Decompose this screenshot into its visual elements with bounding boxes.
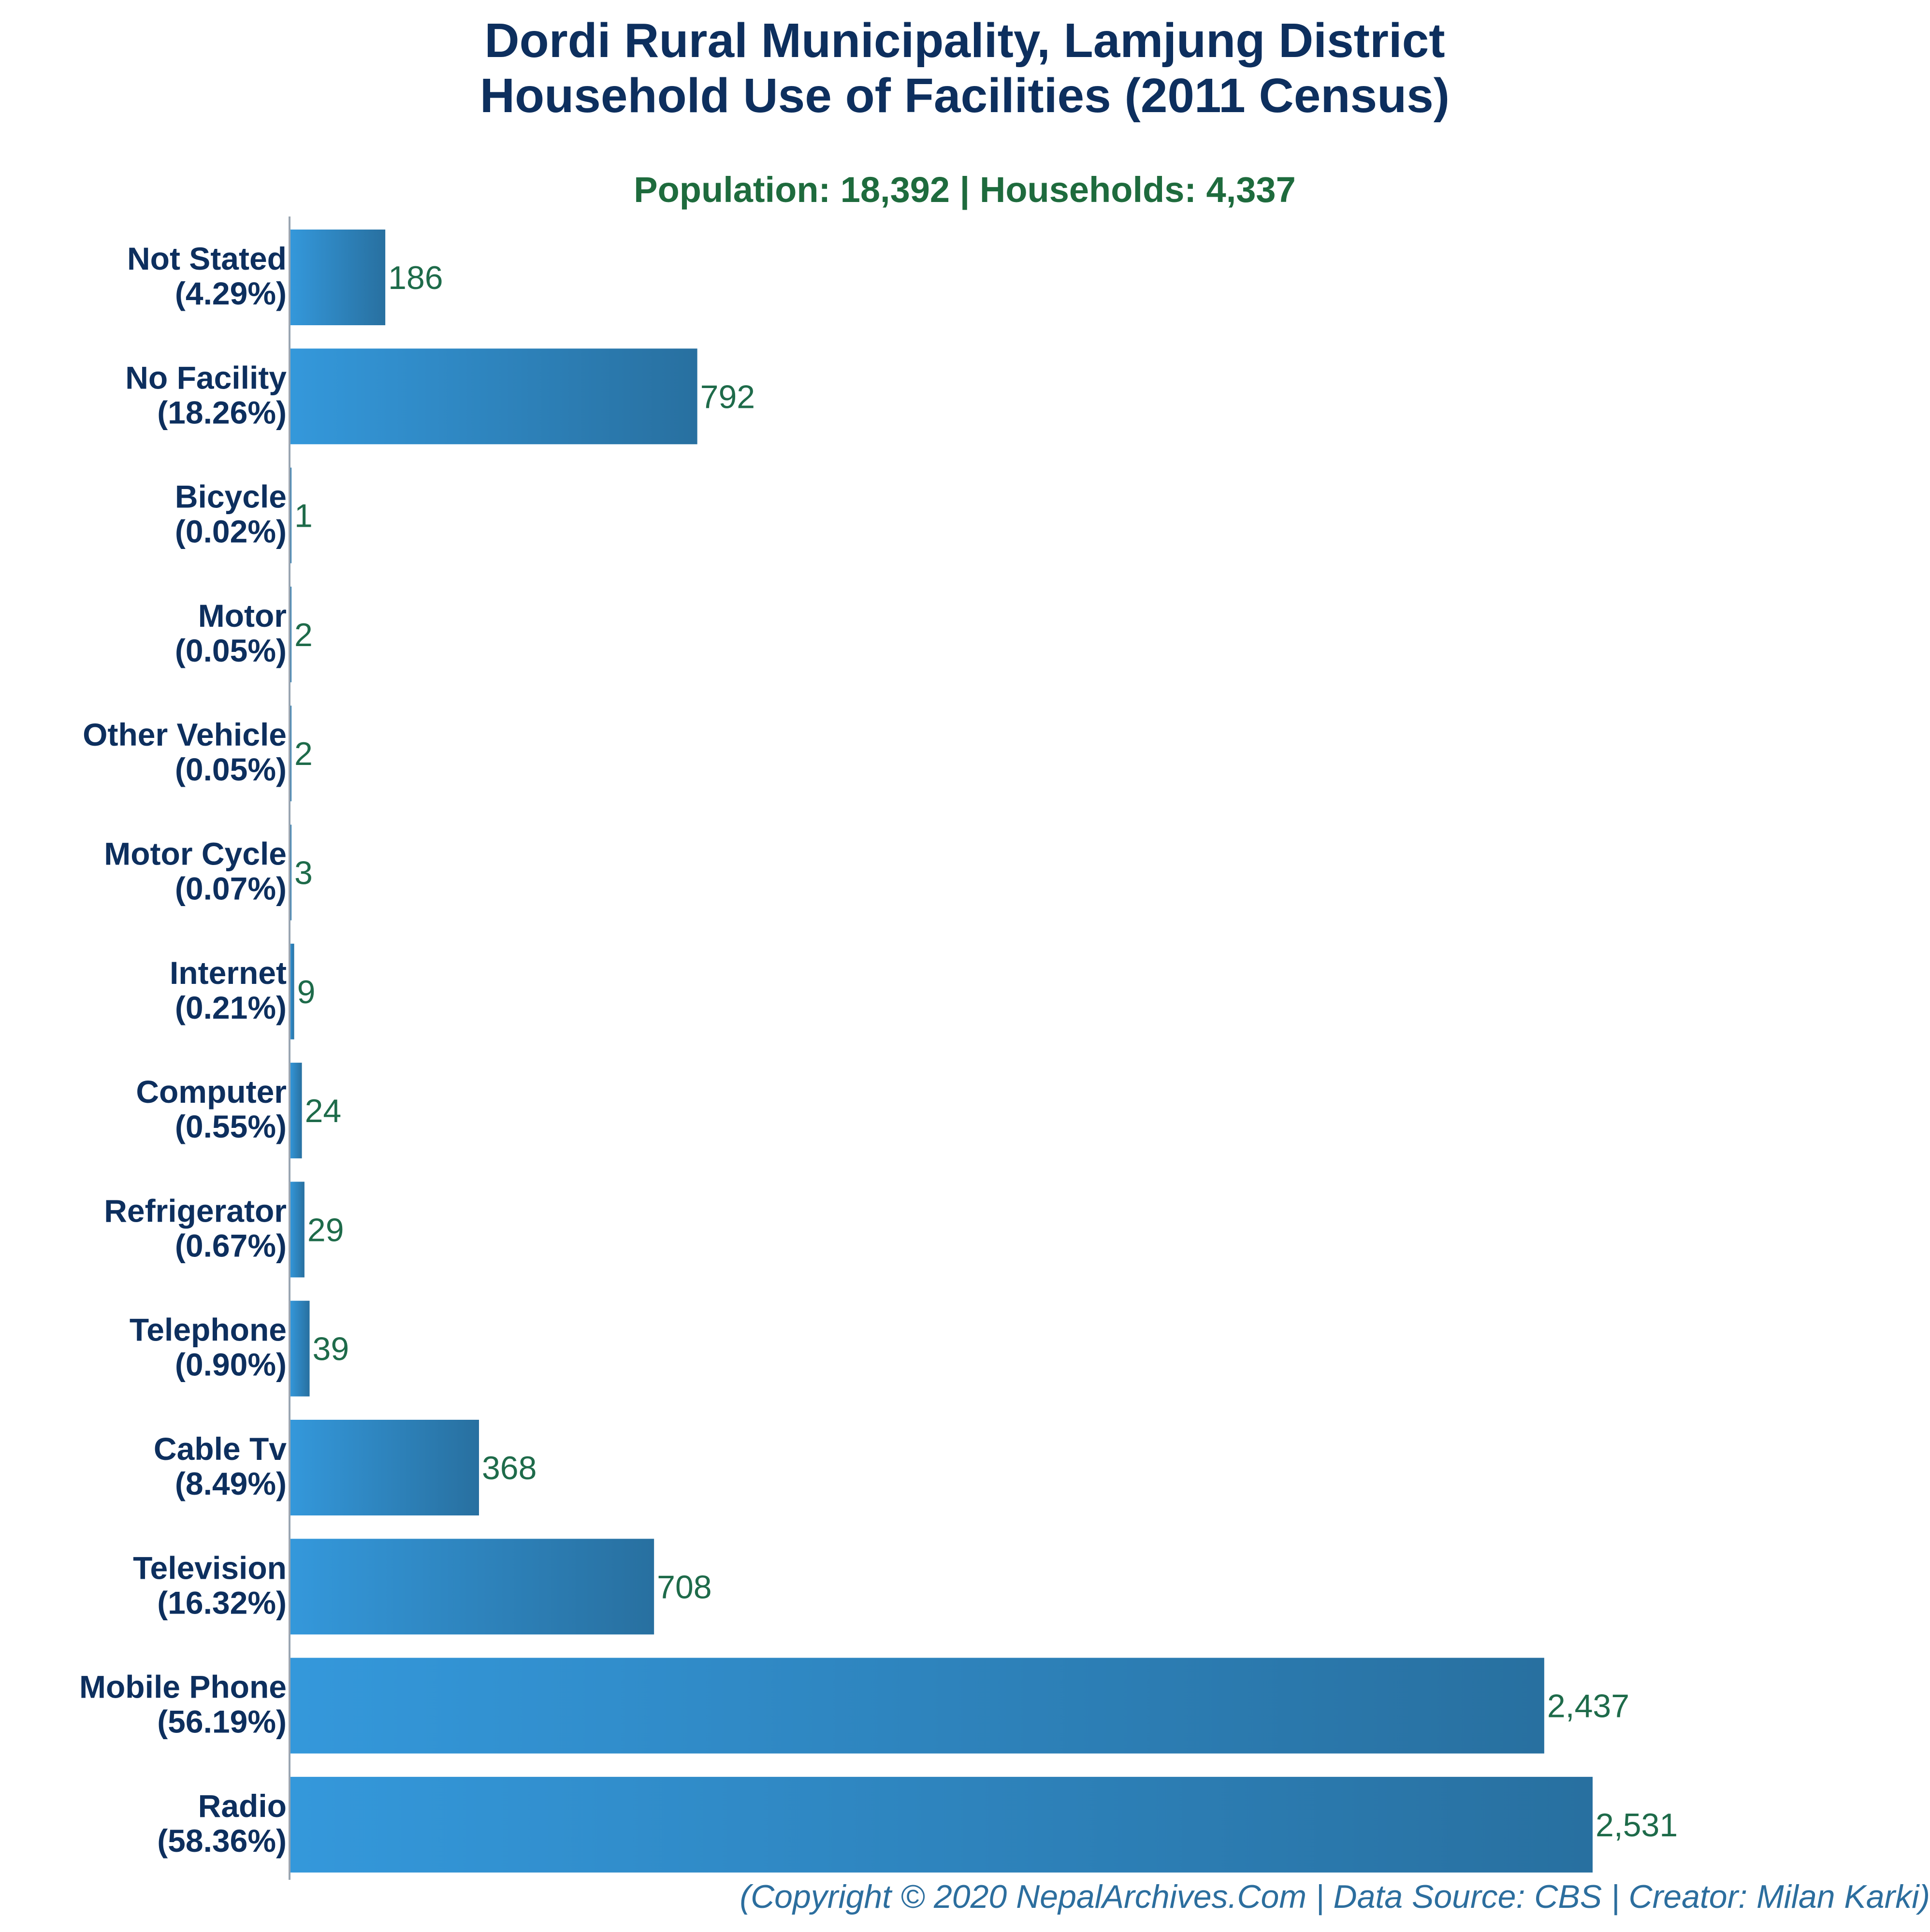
bar: [290, 230, 386, 325]
category-percentage: (0.05%): [175, 751, 287, 787]
bars-group: 186 Not Stated(4.29%) 792 No Facility(18.26…: [79, 230, 1678, 1873]
value-label: 29: [307, 1211, 344, 1248]
value-label: 2: [294, 617, 313, 653]
chart-subtitle: Population: 18,392 | Households: 4,337: [634, 170, 1296, 210]
category-percentage: (16.32%): [157, 1585, 287, 1620]
value-label: 39: [313, 1331, 349, 1368]
category-label: Computer: [136, 1074, 287, 1110]
category-label: Refrigerator: [104, 1193, 287, 1228]
chart-title-line1: Dordi Rural Municipality, Lamjung Distri…: [484, 14, 1445, 68]
category-label: Radio: [198, 1788, 287, 1824]
value-label: 3: [294, 855, 313, 892]
category-percentage: (0.90%): [175, 1347, 287, 1383]
value-label: 792: [700, 378, 755, 415]
value-label: 9: [297, 974, 316, 1010]
category-percentage: (0.02%): [175, 514, 287, 549]
category-percentage: (0.05%): [175, 633, 287, 668]
bar: [290, 1063, 302, 1159]
category-label: Cable Tv: [154, 1431, 287, 1467]
value-label: 2: [294, 735, 313, 772]
chart-footer: (Copyright © 2020 NepalArchives.Com | Da…: [740, 1878, 1930, 1915]
category-label: Bicycle: [175, 479, 287, 515]
category-label: Television: [133, 1550, 287, 1586]
value-label: 708: [657, 1569, 711, 1605]
category-label: Not Stated: [127, 241, 287, 276]
category-percentage: (0.55%): [175, 1109, 287, 1144]
bar: [290, 348, 697, 445]
category-label: Internet: [170, 955, 287, 991]
category-percentage: (8.49%): [175, 1466, 287, 1501]
value-label: 2,437: [1547, 1688, 1629, 1725]
category-label: Mobile Phone: [79, 1669, 287, 1705]
category-percentage: (0.07%): [175, 871, 287, 907]
value-label: 368: [482, 1450, 537, 1486]
bar: [290, 1776, 1593, 1873]
category-label: Motor Cycle: [104, 836, 287, 872]
bar: [290, 1182, 305, 1278]
chart-title-line2: Household Use of Facilities (2011 Census…: [480, 69, 1450, 123]
category-percentage: (58.36%): [157, 1823, 287, 1859]
category-label: Other Vehicle: [83, 717, 287, 752]
category-label: Telephone: [130, 1312, 287, 1348]
category-percentage: (56.19%): [157, 1704, 287, 1740]
value-label: 186: [388, 260, 443, 296]
category-label: Motor: [198, 598, 287, 634]
category-percentage: (18.26%): [157, 394, 287, 430]
value-label: 24: [305, 1093, 342, 1129]
category-percentage: (0.21%): [175, 990, 287, 1025]
category-percentage: (4.29%): [175, 275, 287, 311]
category-label: No Facility: [125, 360, 287, 395]
bar: [290, 1658, 1544, 1754]
bar: [290, 1420, 479, 1515]
value-label: 1: [294, 498, 313, 534]
bar: [290, 1539, 654, 1635]
bar: [290, 943, 294, 1039]
bar: [290, 1300, 310, 1397]
category-percentage: (0.67%): [175, 1227, 287, 1263]
value-label: 2,531: [1596, 1807, 1678, 1844]
